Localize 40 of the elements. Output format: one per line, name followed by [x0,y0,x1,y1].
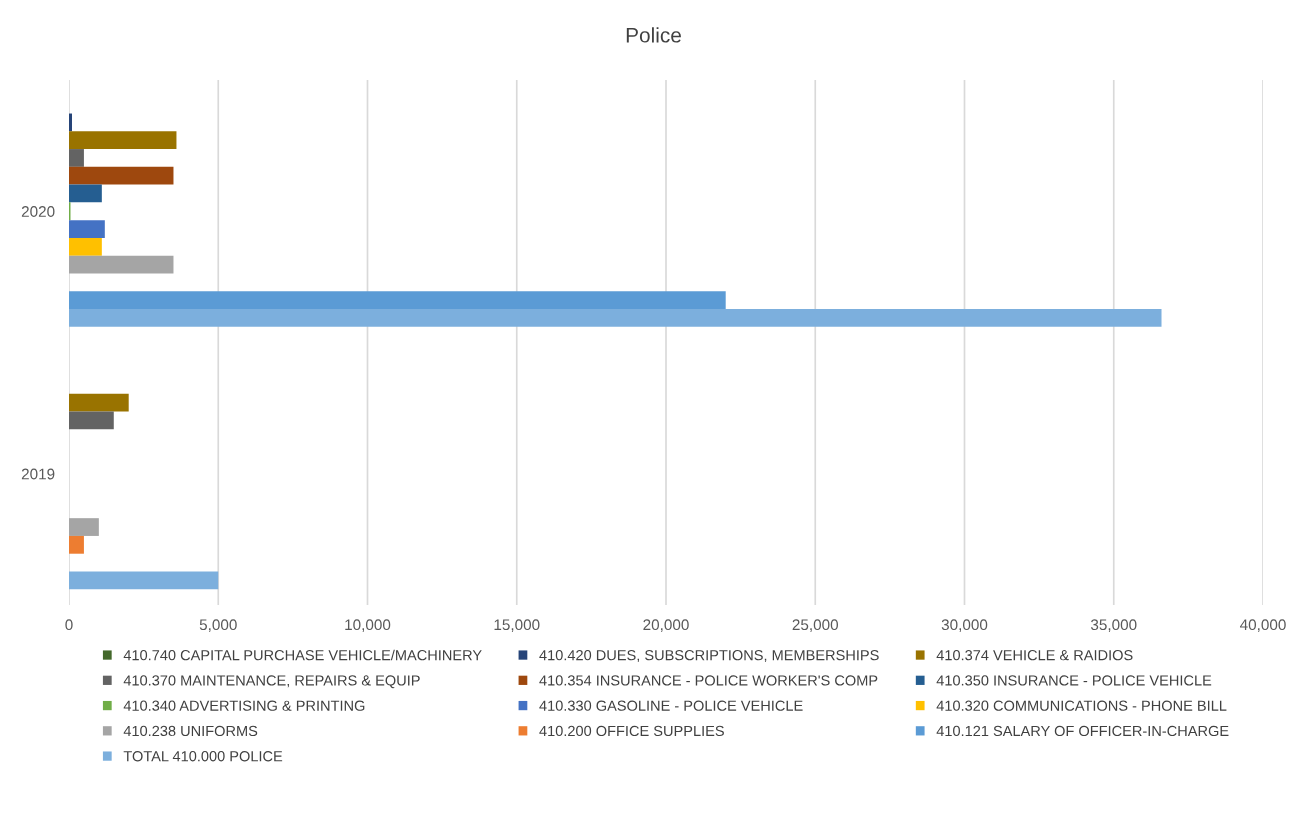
bar [69,393,129,412]
bar [69,113,72,132]
legend-label: 410.330 GASOLINE - POLICE VEHICLE [539,700,803,711]
bar [69,184,102,203]
y-tick-label: 2019 [21,468,55,480]
legend-label: 410.121 SALARY OF OFFICER-IN-CHARGE [936,725,1229,737]
legend-label: 410.420 DUES, SUBSCRIPTIONS, MEMBERSHIPS [539,650,879,663]
x-tick-label: 10,000 [345,619,391,632]
legend-label: 410.374 VEHICLE & RAIDIOS [936,650,1133,661]
bar [69,411,114,430]
bar [69,149,84,167]
legend-label: 410.238 UNIFORMS [123,725,258,737]
y-tick-label: 2020 [21,206,55,217]
legend-label: 410.200 OFFICE SUPPLIES [539,725,724,737]
bar [69,291,726,309]
x-tick-label: 40,000 [1239,619,1286,632]
x-tick-label: 35,000 [1090,619,1137,632]
x-tick-label: 0 [65,619,73,631]
legend-label: 410.740 CAPITAL PURCHASE VEHICLE/MACHINERY [123,649,482,661]
x-tick-label: 5,000 [199,619,237,632]
x-tick-label: 30,000 [941,619,988,632]
bar [69,255,174,274]
bar [69,571,219,590]
x-tick-label: 15,000 [494,619,540,632]
legend-label: 410.354 INSURANCE - POLICE WORKER'S COMP [539,675,878,686]
x-tick-label: 25,000 [792,619,839,632]
legend-label: 410.370 MAINTENANCE, REPAIRS & EQUIP [123,675,420,689]
chart-title: Police [626,27,681,43]
bar [69,220,105,238]
legend-label: 410.340 ADVERTISING & PRINTING [123,700,365,711]
bar [69,518,99,536]
bar [69,131,177,150]
x-tick-label: 20,000 [643,619,689,632]
bar [69,166,174,185]
legend-label: TOTAL 410.000 POLICE [123,751,283,762]
bar [69,308,1162,327]
legend-label: 410.320 COMMUNICATIONS - PHONE BILL [936,700,1227,711]
bar [69,237,102,256]
bar [69,535,84,554]
legend-label: 410.350 INSURANCE - POLICE VEHICLE [936,675,1212,686]
